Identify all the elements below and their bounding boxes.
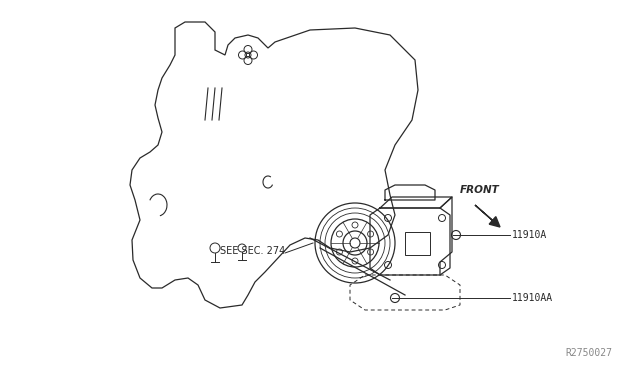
Text: SEE SEC. 274: SEE SEC. 274 — [220, 246, 285, 256]
FancyArrow shape — [475, 205, 500, 227]
Text: R2750027: R2750027 — [565, 348, 612, 358]
Text: FRONT: FRONT — [460, 185, 500, 195]
Text: 11910A: 11910A — [512, 230, 547, 240]
Text: 11910AA: 11910AA — [512, 293, 553, 303]
